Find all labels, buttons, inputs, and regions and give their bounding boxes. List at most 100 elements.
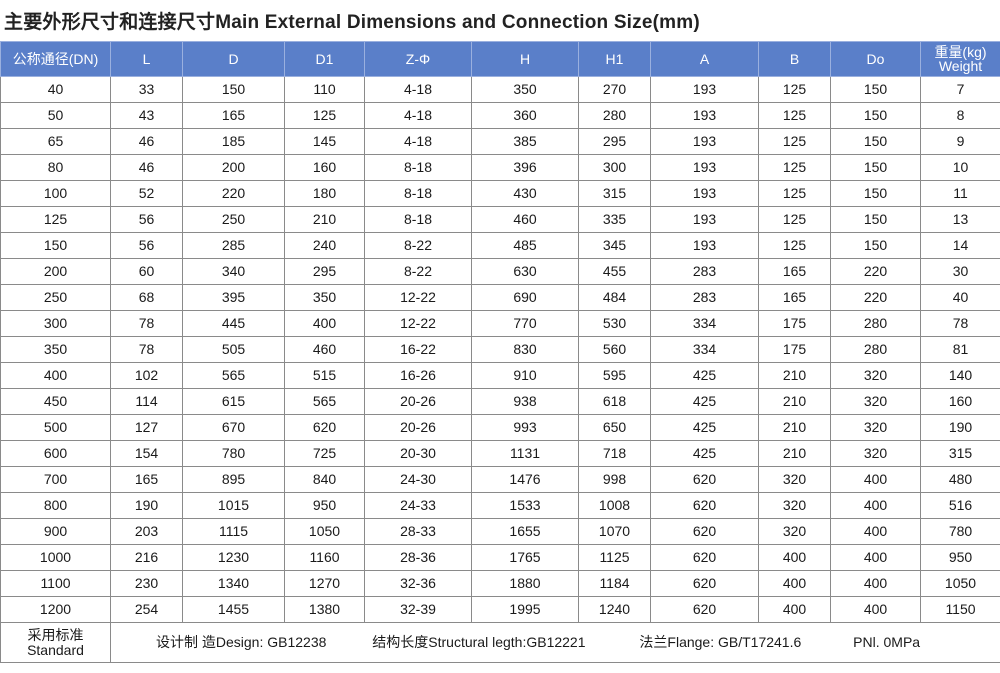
cell-dn: 65: [0, 128, 111, 155]
cell-z-phi: 8-22: [364, 258, 472, 285]
cell-z-phi: 12-22: [364, 284, 472, 311]
cell-d: 615: [182, 388, 285, 415]
cell-dn: 500: [0, 414, 111, 441]
cell-l: 78: [110, 336, 183, 363]
cell-z-phi: 24-30: [364, 466, 472, 493]
table-row: 200 60 340 295 8-22 630 455 283 165 220 30: [0, 258, 1000, 285]
cell-l: 254: [110, 596, 183, 623]
cell-d: 250: [182, 206, 285, 233]
cell-dn: 50: [0, 102, 111, 129]
header-do: Do: [830, 41, 921, 77]
cell-a: 620: [650, 544, 759, 571]
standard-label-cn: 采用标准: [27, 626, 84, 643]
table-row: 300 78 445 400 12-22 770 530 334 175 280 78: [0, 310, 1000, 337]
cell-d: 220: [182, 180, 285, 207]
cell-z-phi: 20-30: [364, 440, 472, 467]
table-row: 125 56 250 210 8-18 460 335 193 125 150 13: [0, 206, 1000, 233]
cell-z-phi: 8-18: [364, 154, 472, 181]
cell-d1: 210: [284, 206, 365, 233]
cell-b: 400: [758, 570, 831, 597]
standard-pressure: PNl. 0MPa: [853, 634, 921, 650]
cell-d: 445: [182, 310, 285, 337]
cell-do: 400: [830, 492, 921, 519]
cell-h1: 998: [578, 466, 651, 493]
cell-h: 1995: [471, 596, 579, 623]
cell-b: 320: [758, 492, 831, 519]
cell-h1: 618: [578, 388, 651, 415]
cell-dn: 350: [0, 336, 111, 363]
cell-weight: 7: [920, 76, 1000, 103]
cell-h: 485: [471, 232, 579, 259]
cell-h: 630: [471, 258, 579, 285]
cell-h1: 335: [578, 206, 651, 233]
cell-l: 190: [110, 492, 183, 519]
cell-do: 400: [830, 570, 921, 597]
cell-b: 400: [758, 596, 831, 623]
cell-h: 360: [471, 102, 579, 129]
cell-dn: 1100: [0, 570, 111, 597]
cell-d: 565: [182, 362, 285, 389]
cell-b: 125: [758, 180, 831, 207]
cell-dn: 700: [0, 466, 111, 493]
cell-l: 46: [110, 128, 183, 155]
cell-d: 395: [182, 284, 285, 311]
cell-h: 1880: [471, 570, 579, 597]
cell-h1: 1008: [578, 492, 651, 519]
cell-do: 400: [830, 544, 921, 571]
cell-d1: 1270: [284, 570, 365, 597]
cell-h1: 530: [578, 310, 651, 337]
cell-d1: 240: [284, 232, 365, 259]
table-row: 800 190 1015 950 24-33 1533 1008 620 320 400 516: [0, 492, 1000, 519]
cell-z-phi: 20-26: [364, 414, 472, 441]
cell-dn: 300: [0, 310, 111, 337]
standard-flange: 法兰Flange: GB/T17241.6: [639, 634, 802, 650]
cell-b: 210: [758, 362, 831, 389]
cell-a: 334: [650, 336, 759, 363]
cell-d: 505: [182, 336, 285, 363]
cell-a: 620: [650, 492, 759, 519]
cell-h1: 280: [578, 102, 651, 129]
cell-h: 396: [471, 154, 579, 181]
cell-dn: 150: [0, 232, 111, 259]
cell-h1: 1240: [578, 596, 651, 623]
cell-d1: 160: [284, 154, 365, 181]
standard-row: 采用标准 Standard 设计制 造Design: GB12238 结构长度S…: [0, 622, 1000, 663]
table-body: 40 33 150 110 4-18 350 270 193 125 150 7 50 43 165 125…: [0, 76, 1000, 623]
cell-h1: 560: [578, 336, 651, 363]
cell-d: 285: [182, 232, 285, 259]
cell-do: 150: [830, 206, 921, 233]
cell-b: 125: [758, 154, 831, 181]
cell-h1: 270: [578, 76, 651, 103]
cell-d: 780: [182, 440, 285, 467]
header-weight: 重量(kg) Weight: [920, 41, 1000, 77]
cell-weight: 9: [920, 128, 1000, 155]
cell-d: 1115: [182, 518, 285, 545]
cell-l: 56: [110, 232, 183, 259]
cell-do: 320: [830, 388, 921, 415]
table-row: 50 43 165 125 4-18 360 280 193 125 150 8: [0, 102, 1000, 129]
table-row: 65 46 185 145 4-18 385 295 193 125 150 9: [0, 128, 1000, 155]
table-row: 250 68 395 350 12-22 690 484 283 165 220 40: [0, 284, 1000, 311]
cell-do: 150: [830, 76, 921, 103]
table-row: 1100 230 1340 1270 32-36 1880 1184 620 400 400 105…: [0, 570, 1000, 597]
cell-z-phi: 32-36: [364, 570, 472, 597]
cell-z-phi: 24-33: [364, 492, 472, 519]
table-row: 1200 254 1455 1380 32-39 1995 1240 620 400 400 115…: [0, 596, 1000, 623]
cell-b: 400: [758, 544, 831, 571]
cell-a: 334: [650, 310, 759, 337]
cell-d1: 950: [284, 492, 365, 519]
cell-weight: 78: [920, 310, 1000, 337]
cell-do: 320: [830, 362, 921, 389]
cell-weight: 1050: [920, 570, 1000, 597]
cell-l: 56: [110, 206, 183, 233]
cell-do: 400: [830, 466, 921, 493]
cell-d1: 1380: [284, 596, 365, 623]
cell-weight: 8: [920, 102, 1000, 129]
cell-h: 350: [471, 76, 579, 103]
cell-h1: 595: [578, 362, 651, 389]
cell-b: 125: [758, 102, 831, 129]
cell-weight: 40: [920, 284, 1000, 311]
cell-dn: 1000: [0, 544, 111, 571]
cell-h1: 295: [578, 128, 651, 155]
cell-a: 425: [650, 388, 759, 415]
